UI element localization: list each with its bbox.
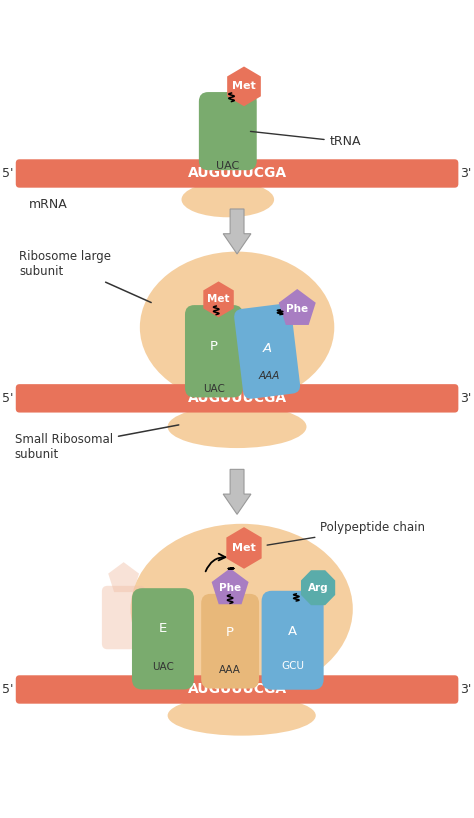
Text: 5': 5': [2, 392, 14, 405]
Polygon shape: [108, 562, 139, 592]
Text: Phe: Phe: [286, 303, 308, 314]
Ellipse shape: [168, 695, 316, 735]
Ellipse shape: [168, 406, 307, 448]
FancyBboxPatch shape: [199, 92, 257, 170]
Text: Polypeptide chain: Polypeptide chain: [267, 521, 425, 545]
Text: Phe: Phe: [219, 583, 241, 593]
Text: Small Ribosomal
subunit: Small Ribosomal subunit: [15, 425, 179, 461]
FancyBboxPatch shape: [132, 588, 194, 690]
FancyBboxPatch shape: [262, 591, 324, 690]
Text: UAC: UAC: [203, 384, 225, 393]
Polygon shape: [227, 527, 262, 569]
Text: AAA: AAA: [219, 664, 241, 675]
Text: 5': 5': [2, 683, 14, 696]
FancyBboxPatch shape: [16, 160, 458, 187]
FancyBboxPatch shape: [185, 305, 243, 398]
Polygon shape: [301, 570, 335, 605]
FancyBboxPatch shape: [16, 676, 458, 703]
Polygon shape: [227, 66, 261, 106]
Text: Met: Met: [232, 543, 256, 553]
Polygon shape: [211, 569, 248, 605]
Text: mRNA: mRNA: [29, 198, 67, 211]
FancyBboxPatch shape: [234, 303, 300, 398]
Text: GCU: GCU: [281, 661, 304, 672]
Text: 3': 3': [460, 392, 472, 405]
Ellipse shape: [182, 182, 274, 218]
Text: AUGUUUCGA: AUGUUUCGA: [188, 167, 287, 181]
Text: UAC: UAC: [216, 161, 239, 171]
FancyBboxPatch shape: [201, 594, 259, 689]
Text: P: P: [210, 340, 218, 353]
Text: tRNA: tRNA: [250, 132, 361, 148]
Ellipse shape: [140, 252, 334, 403]
Polygon shape: [223, 209, 251, 254]
Polygon shape: [203, 281, 234, 317]
Text: Met: Met: [207, 294, 230, 304]
FancyBboxPatch shape: [16, 384, 458, 412]
Text: A: A: [263, 343, 272, 355]
Text: 5': 5': [2, 167, 14, 180]
Text: UAC: UAC: [152, 663, 174, 672]
Text: A: A: [288, 625, 297, 638]
Text: P: P: [226, 627, 234, 639]
Text: AAA: AAA: [259, 371, 280, 381]
Text: Met: Met: [232, 81, 256, 92]
Text: E: E: [159, 622, 167, 635]
Text: Arg: Arg: [308, 582, 328, 593]
Polygon shape: [223, 470, 251, 515]
Text: Ribosome large
subunit: Ribosome large subunit: [19, 250, 151, 303]
Ellipse shape: [130, 524, 353, 694]
FancyBboxPatch shape: [102, 586, 146, 649]
Text: 3': 3': [460, 683, 472, 696]
Text: AUGUUUCGA: AUGUUUCGA: [188, 682, 287, 696]
Text: AUGUUUCGA: AUGUUUCGA: [188, 391, 287, 406]
Polygon shape: [279, 289, 316, 325]
Text: 3': 3': [460, 167, 472, 180]
